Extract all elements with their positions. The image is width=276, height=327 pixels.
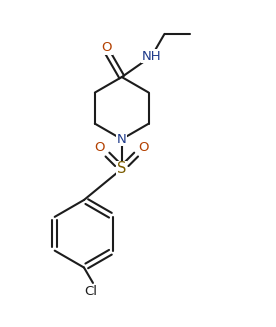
Text: Cl: Cl [84,284,97,298]
Text: O: O [102,41,112,54]
Text: S: S [117,162,126,176]
Text: NH: NH [142,50,161,62]
Text: O: O [138,141,149,154]
Text: N: N [117,133,127,146]
Text: O: O [95,141,105,154]
